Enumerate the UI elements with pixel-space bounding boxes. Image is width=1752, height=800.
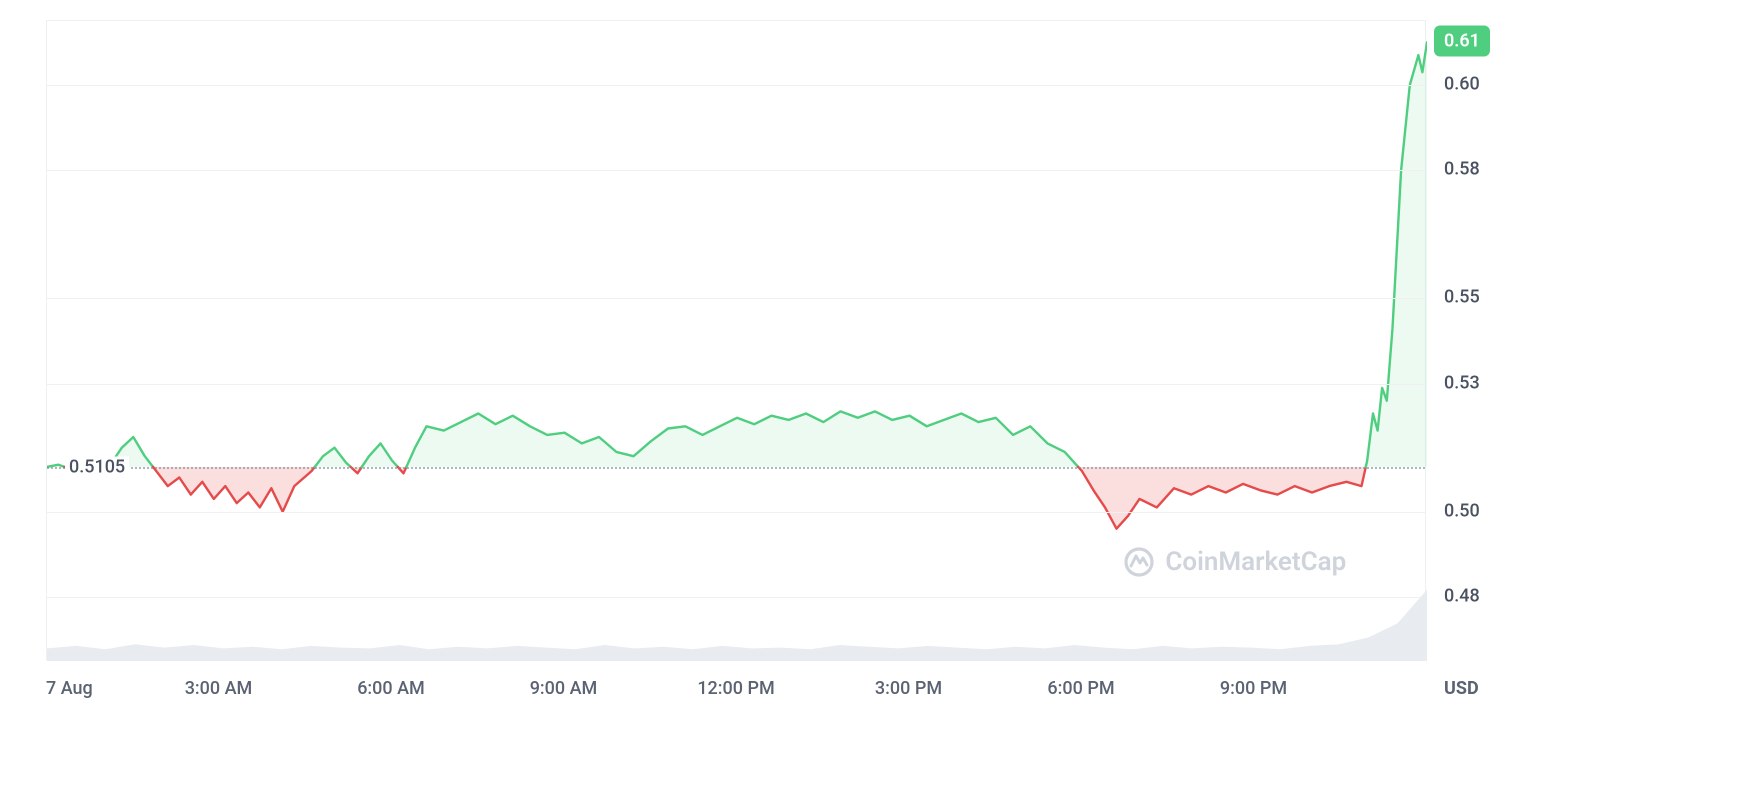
- x-tick-label: 7 Aug: [46, 678, 93, 699]
- plot-area[interactable]: 0.5105 CoinMarketCap: [46, 20, 1426, 660]
- y-tick-label: 0.53: [1444, 372, 1480, 393]
- grid-line: [47, 85, 1425, 86]
- baseline-line: [47, 467, 1425, 469]
- current-price-badge: 0.61: [1434, 26, 1490, 57]
- x-tick-label: 3:00 PM: [875, 678, 942, 699]
- y-tick-label: 0.58: [1444, 159, 1480, 180]
- grid-line: [47, 512, 1425, 513]
- x-tick-label: 6:00 AM: [357, 678, 425, 699]
- x-tick-label: 9:00 PM: [1220, 678, 1287, 699]
- watermark: CoinMarketCap: [1123, 546, 1346, 578]
- grid-line: [47, 298, 1425, 299]
- watermark-text: CoinMarketCap: [1165, 547, 1346, 577]
- grid-line: [47, 170, 1425, 171]
- price-chart[interactable]: 0.5105 CoinMarketCap 0.61 USD 0.48 0.50 0.…: [46, 20, 1706, 780]
- y-tick-label: 0.50: [1444, 500, 1480, 521]
- volume-strip: [47, 577, 1427, 661]
- y-tick-label: 0.60: [1444, 74, 1480, 95]
- baseline-label: 0.5105: [65, 456, 129, 477]
- x-tick-label: 6:00 PM: [1047, 678, 1114, 699]
- x-tick-label: 9:00 AM: [530, 678, 598, 699]
- grid-line: [47, 384, 1425, 385]
- price-area: [153, 467, 315, 512]
- x-tick-label: 12:00 PM: [697, 678, 774, 699]
- price-area: [1078, 467, 1366, 529]
- y-axis-unit: USD: [1444, 678, 1479, 699]
- x-tick-label: 3:00 AM: [185, 678, 253, 699]
- y-tick-label: 0.55: [1444, 287, 1480, 308]
- price-area: [315, 448, 351, 467]
- coinmarketcap-icon: [1123, 546, 1155, 578]
- y-tick-label: 0.48: [1444, 586, 1480, 607]
- price-area: [362, 443, 398, 467]
